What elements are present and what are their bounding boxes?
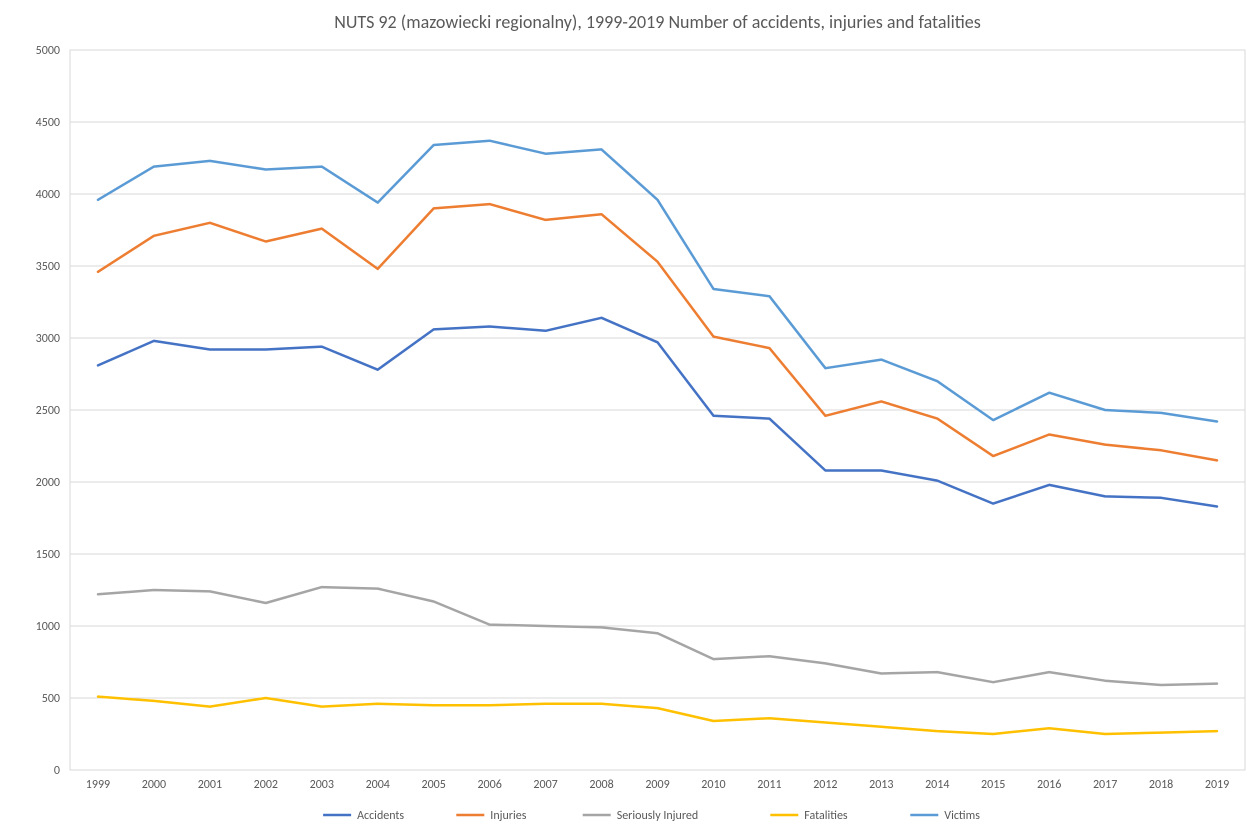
legend-label: Fatalities: [804, 809, 848, 823]
y-tick-label: 5000: [36, 44, 60, 58]
y-axis-labels: 0 500 1000 1500 2000 2500 3000 3500 4000 4500 5000: [36, 44, 60, 778]
legend: Accidents Injuries Seriously Injured Fatali…: [323, 809, 980, 823]
x-axis-labels: 1999 2000 2001 2002 2003 2004 2005 2006 2007 2008…: [86, 778, 1229, 792]
y-tick-label: 1500: [36, 548, 60, 562]
y-tick-label: 4500: [36, 116, 60, 130]
x-tick-label: 2018: [1149, 778, 1173, 792]
chart-title: NUTS 92 (mazowiecki regionalny), 1999-20…: [334, 11, 981, 33]
x-tick-label: 2007: [533, 778, 557, 792]
x-tick-label: 2004: [366, 778, 390, 792]
y-tick-label: 2500: [36, 404, 60, 418]
legend-label: Injuries: [490, 809, 526, 823]
x-tick-label: 2001: [198, 778, 222, 792]
y-tick-label: 3500: [36, 260, 60, 274]
x-tick-label: 2013: [869, 778, 893, 792]
y-tick-label: 2000: [36, 476, 60, 490]
y-tick-label: 500: [42, 692, 60, 706]
x-tick-label: 2019: [1205, 778, 1229, 792]
legend-item: Fatalities: [770, 809, 848, 823]
x-tick-label: 2003: [310, 778, 334, 792]
x-tick-label: 2012: [813, 778, 837, 792]
x-tick-label: 2006: [477, 778, 501, 792]
chart-canvas: 0 500 1000 1500 2000 2500 3000 3500 4000 4500 5000…: [0, 0, 1260, 826]
x-tick-label: 2002: [254, 778, 278, 792]
legend-label: Seriously Injured: [617, 809, 698, 823]
x-tick-label: 2014: [925, 778, 949, 792]
y-tick-label: 1000: [36, 620, 60, 634]
x-tick-label: 2011: [757, 778, 781, 792]
legend-label: Victims: [944, 809, 980, 823]
legend-item: Injuries: [456, 809, 526, 823]
x-tick-label: 2005: [422, 778, 446, 792]
x-tick-label: 2000: [142, 778, 166, 792]
legend-item: Seriously Injured: [583, 809, 698, 823]
legend-label: Accidents: [357, 809, 404, 823]
line-chart: 0 500 1000 1500 2000 2500 3000 3500 4000 4500 5000…: [0, 0, 1260, 826]
y-tick-label: 0: [54, 764, 60, 778]
legend-item: Victims: [910, 809, 980, 823]
x-tick-label: 2016: [1037, 778, 1061, 792]
x-tick-label: 2015: [981, 778, 1005, 792]
y-tick-label: 4000: [36, 188, 60, 202]
x-tick-label: 2009: [645, 778, 669, 792]
x-tick-label: 1999: [86, 778, 110, 792]
x-tick-label: 2008: [589, 778, 613, 792]
x-tick-label: 2017: [1093, 778, 1117, 792]
y-tick-label: 3000: [36, 332, 60, 346]
x-tick-label: 2010: [701, 778, 725, 792]
legend-item: Accidents: [323, 809, 404, 823]
